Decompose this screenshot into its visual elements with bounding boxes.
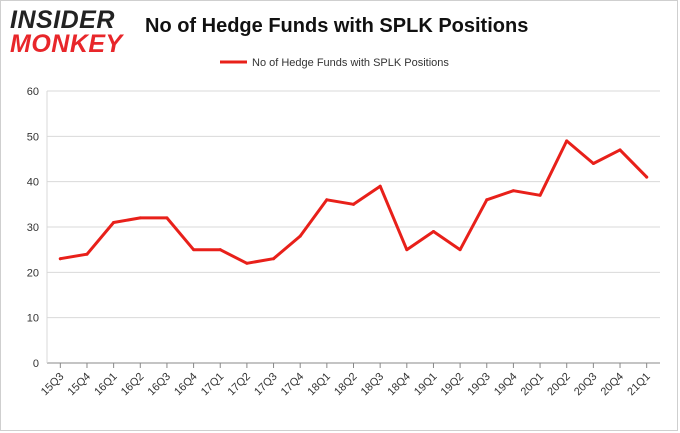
data-point [618, 148, 622, 152]
x-tick-label: 16Q4 [172, 371, 200, 399]
data-point [58, 257, 62, 261]
data-point [511, 189, 515, 193]
x-tick-label: 16Q3 [146, 371, 174, 399]
data-point [352, 202, 355, 206]
chart-title: No of Hedge Funds with SPLK Positions [145, 15, 529, 37]
data-point [565, 139, 569, 143]
data-point [458, 248, 462, 252]
data-point [192, 248, 196, 252]
x-tick-label: 19Q3 [465, 371, 493, 399]
x-tick-label: 20Q1 [519, 371, 547, 399]
data-point [645, 175, 649, 179]
y-tick-label: 40 [27, 177, 39, 189]
data-point [538, 193, 542, 197]
data-point [165, 216, 169, 220]
data-point [431, 230, 435, 234]
data-point [112, 220, 116, 224]
legend-label: No of Hedge Funds with SPLK Positions [252, 57, 449, 69]
x-tick-label: 19Q1 [412, 371, 440, 399]
insider-monkey-logo: INSIDER MONKEY [10, 8, 123, 57]
y-tick-label: 20 [27, 267, 39, 279]
series-line [58, 139, 649, 265]
data-point [298, 234, 302, 238]
x-tick-label: 18Q1 [305, 371, 333, 399]
gridlines [47, 90, 660, 364]
x-tick-label: 16Q2 [119, 371, 147, 399]
x-tick-label: 20Q4 [599, 371, 627, 399]
x-tick-label: 15Q4 [66, 371, 94, 399]
data-point [138, 216, 142, 220]
series-layer [58, 139, 649, 265]
x-tick-label: 20Q3 [572, 371, 600, 399]
y-tick-label: 50 [27, 131, 39, 143]
x-tick-label: 16Q1 [92, 371, 120, 399]
x-tick-label: 15Q3 [39, 371, 67, 399]
data-point [245, 261, 249, 265]
data-point [325, 198, 329, 202]
legend: No of Hedge Funds with SPLK Positions [220, 57, 449, 69]
x-tick-label: 20Q2 [545, 371, 573, 399]
x-axis: 15Q3 15Q4 16Q1 16Q2 16Q3 16Q4 17Q1 17Q2 17Q3 17Q4… [39, 91, 653, 398]
x-tick-label: 18Q4 [385, 371, 413, 399]
y-tick-label: 30 [27, 222, 39, 234]
x-tick-label: 17Q2 [225, 371, 253, 399]
x-tick-label: 21Q1 [625, 371, 653, 399]
data-point [218, 248, 222, 252]
x-tick-label: 19Q2 [439, 371, 467, 399]
x-tick-label: 17Q1 [199, 371, 227, 399]
y-tick-label: 0 [33, 358, 39, 370]
data-point [85, 252, 89, 256]
logo-text-bottom: MONKEY [10, 30, 123, 58]
x-tick-label: 17Q3 [252, 371, 280, 399]
data-point [485, 198, 489, 202]
x-tick-label: 18Q3 [359, 371, 387, 399]
x-tick-label: 18Q2 [332, 371, 360, 399]
logo-text-top: INSIDER [10, 6, 115, 34]
x-tick-label: 19Q4 [492, 371, 520, 399]
x-tick-label: 17Q4 [279, 371, 307, 399]
data-point [405, 248, 409, 252]
y-tick-label: 10 [27, 313, 39, 325]
data-point [272, 257, 276, 261]
data-point [378, 184, 382, 188]
y-axis: 0 10 20 30 40 50 60 [27, 86, 39, 370]
data-point [591, 162, 595, 166]
y-tick-label: 60 [27, 86, 39, 98]
